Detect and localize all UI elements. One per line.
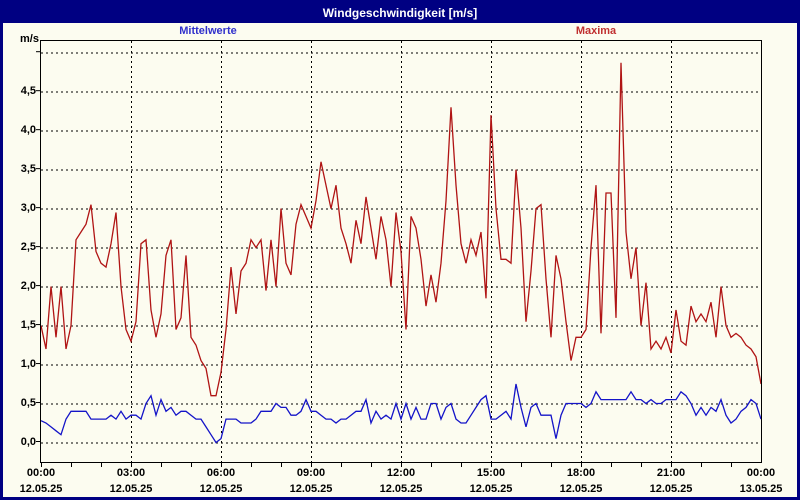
x-axis-date-label: 12.05.25 [199, 483, 243, 495]
x-axis-time-label: 09:00 [296, 467, 326, 479]
y-axis-label: 2,0 [20, 279, 36, 292]
x-axis-ticks [41, 462, 732, 467]
window-title: Windgeschwindigkeit [m/s] [3, 3, 797, 23]
x-axis-date-label: 12.05.25 [559, 483, 603, 495]
x-axis-date-label: 12.05.25 [289, 483, 333, 495]
plot-area [40, 40, 762, 463]
x-axis-time-label: 00:00 [746, 467, 776, 479]
x-axis-time-label: 15:00 [476, 467, 506, 479]
y-axis-label: 4,5 [20, 84, 36, 97]
x-axis-date-label: 13.05.25 [739, 483, 783, 495]
x-axis-time-label: 12:00 [386, 467, 416, 479]
legend-mittelwerte-label: Mittelwerte [179, 25, 237, 37]
y-axis-label: 4,0 [20, 123, 36, 136]
x-axis-date-label: 12.05.25 [649, 483, 693, 495]
y-axis-unit-label: m/s [20, 33, 39, 45]
chart-canvas [41, 41, 761, 462]
x-axis-time-label: 03:00 [116, 467, 146, 479]
x-axis-date-label: 12.05.25 [469, 483, 513, 495]
y-axis-label: 1,0 [20, 357, 36, 370]
x-axis-date-label: 12.05.25 [19, 483, 63, 495]
x-axis-time-label: 21:00 [656, 467, 686, 479]
y-axis-label: 3,5 [20, 162, 36, 175]
y-axis-ticks [36, 51, 40, 443]
series-line-maxima [41, 62, 761, 397]
y-axis-label: 2,5 [20, 240, 36, 253]
x-axis-time-label: 00:00 [26, 467, 56, 479]
x-axis-time-label: 18:00 [566, 467, 596, 479]
x-axis-date-label: 12.05.25 [379, 483, 423, 495]
legend-maxima-label: Maxima [575, 25, 617, 37]
y-axis-label: 0,5 [20, 396, 36, 409]
x-axis-date-label: 12.05.25 [109, 483, 153, 495]
x-axis-time-label: 06:00 [206, 467, 236, 479]
y-axis-label: 3,0 [20, 201, 36, 214]
y-axis-label: 0,0 [20, 435, 36, 448]
y-axis-label: 1,5 [20, 318, 36, 331]
series-line-mittelwerte [41, 383, 761, 444]
